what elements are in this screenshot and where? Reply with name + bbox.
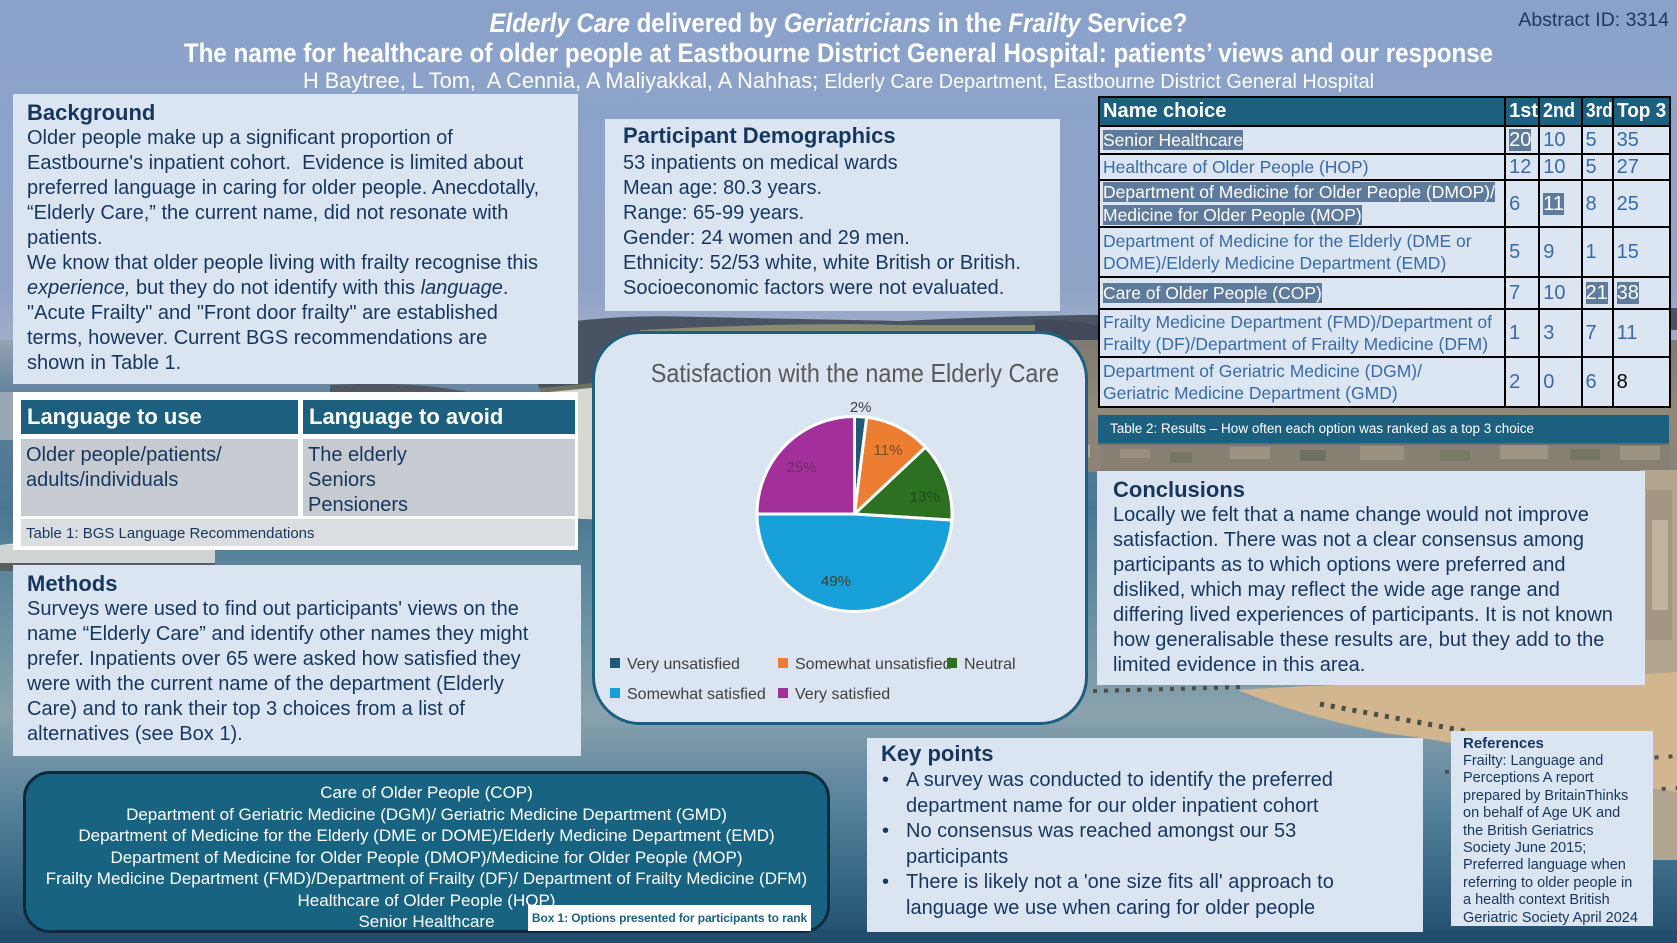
- svg-text:49%: 49%: [821, 573, 851, 590]
- svg-text:25%: 25%: [786, 459, 816, 476]
- svg-text:13%: 13%: [910, 488, 940, 505]
- svg-text:2%: 2%: [850, 399, 872, 416]
- svg-text:11%: 11%: [874, 442, 903, 459]
